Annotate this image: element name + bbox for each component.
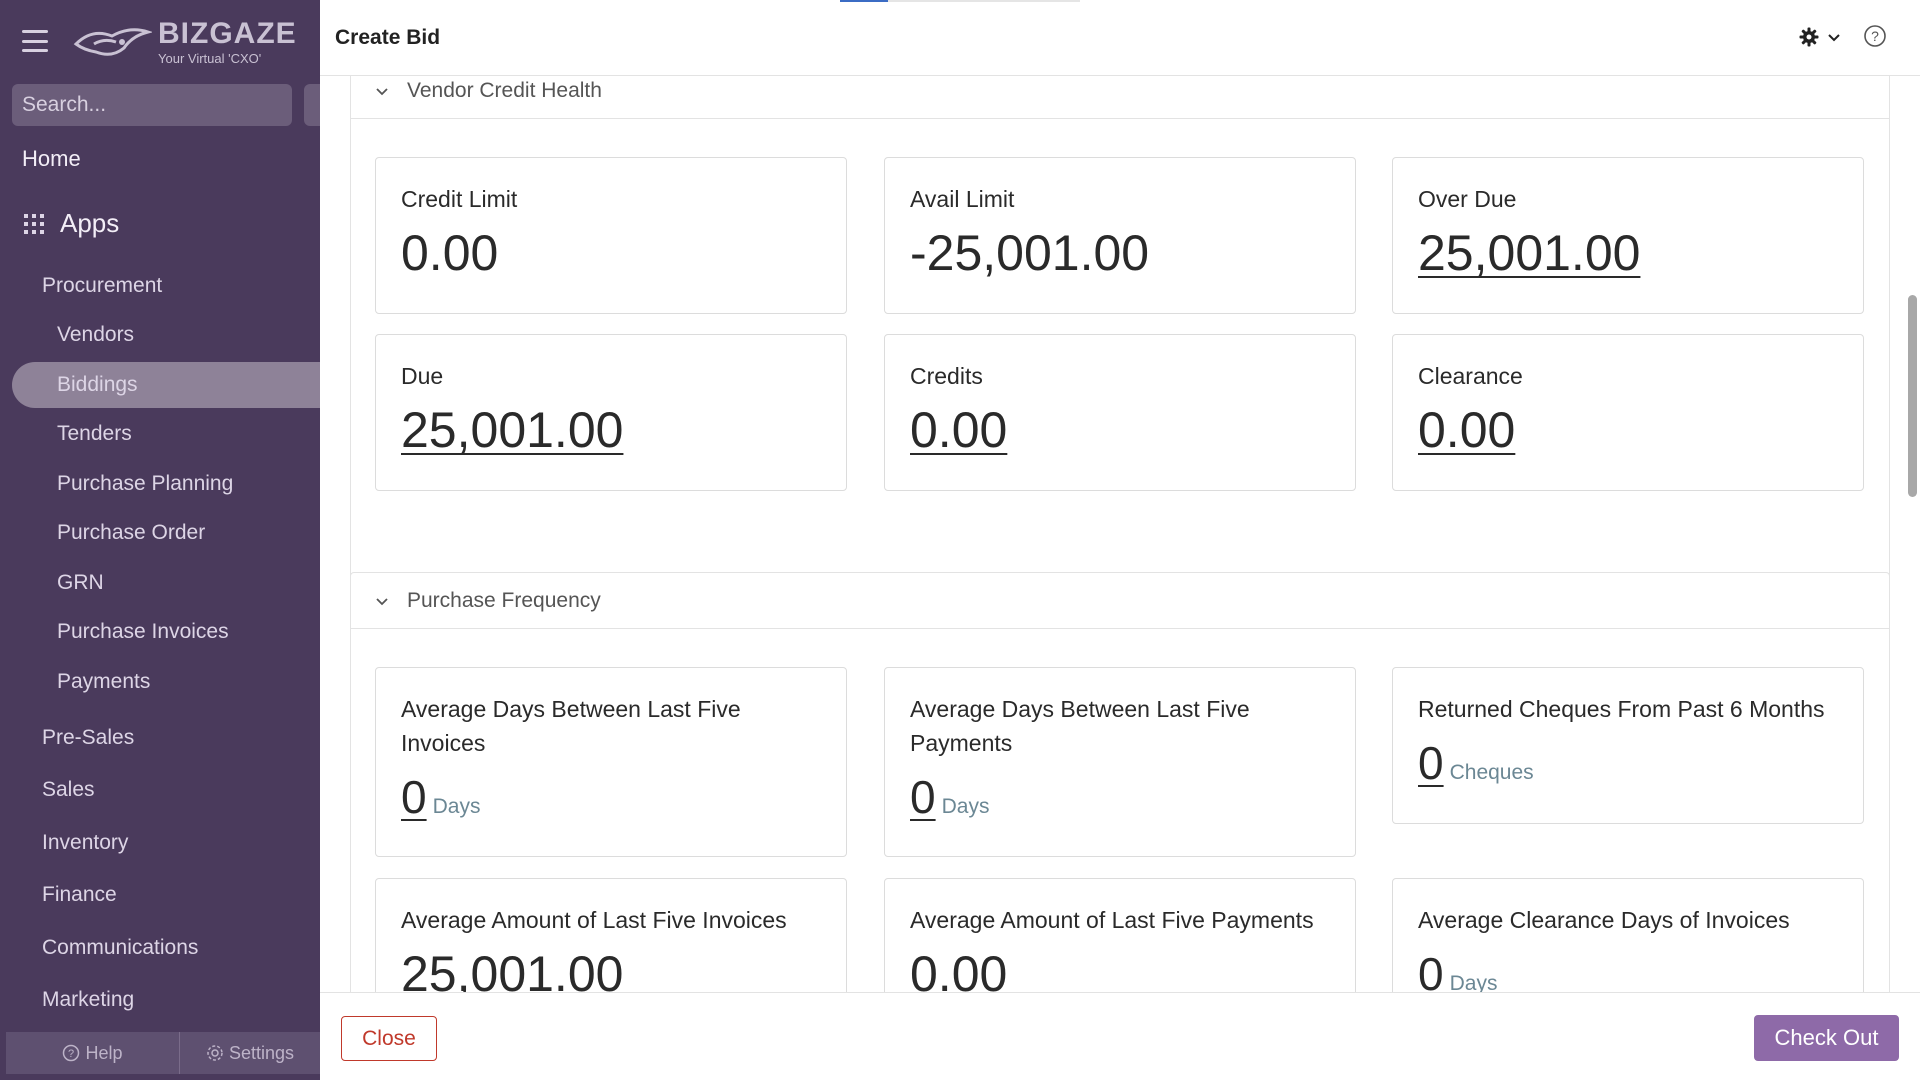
card-label: Over Due — [1418, 186, 1517, 212]
sidebar-group-finance[interactable]: Finance — [42, 883, 117, 906]
page-title: Create Bid — [335, 26, 441, 49]
help-label: Help — [85, 1042, 123, 1063]
sidebar-item-biddings[interactable]: Biddings — [57, 373, 138, 396]
gear-icon — [207, 1045, 223, 1061]
avg-amount-payments-card: Average Amount of Last Five Payments 0.0… — [884, 878, 1356, 992]
sidebar-search — [12, 84, 293, 126]
chevron-down-icon — [1828, 34, 1840, 42]
sidebar-bottom-bar: ? Help Settings — [6, 1032, 320, 1074]
bizgaze-logo[interactable]: BIZGAZE Your Virtual 'CXO' — [72, 16, 296, 68]
sidebar-item-purchase-invoices[interactable]: Purchase Invoices — [57, 620, 229, 643]
over-due-value-link[interactable]: 25,001.00 — [1418, 225, 1641, 281]
settings-label: Settings — [228, 1042, 295, 1063]
sidebar-group-procurement[interactable]: Procurement — [42, 274, 163, 297]
card-value-link[interactable]: 0.00 — [910, 946, 1008, 992]
credits-value-link[interactable]: 0.00 — [910, 402, 1008, 458]
form-footer: Close Check Out — [320, 992, 1920, 1080]
clearance-card: Clearance 0.00 — [1392, 334, 1864, 491]
form-scroll-area[interactable]: Vendor Credit Health Credit Limit 0.00 A… — [320, 76, 1920, 992]
main-panel: Create Bid — [320, 0, 1920, 1080]
card-unit: Days — [1449, 972, 1498, 992]
card-label: Returned Cheques From Past 6 Months — [1418, 696, 1825, 722]
sidebar-item-vendors[interactable]: Vendors — [57, 323, 135, 346]
purchase-frequency-section: Purchase Frequency Average Days Between … — [350, 572, 1890, 992]
sidebar-item-purchase-order[interactable]: Purchase Order — [57, 521, 206, 544]
hamburger-menu-icon[interactable] — [22, 30, 48, 52]
apps-grid-icon — [24, 213, 44, 234]
card-label: Average Amount of Last Five Invoices — [401, 907, 787, 933]
settings-dropdown-button[interactable] — [1798, 26, 1842, 48]
active-item-highlight — [12, 362, 322, 408]
purchase-frequency-header[interactable]: Purchase Frequency — [351, 573, 1889, 629]
credits-card: Credits 0.00 — [884, 334, 1356, 491]
section-title: Vendor Credit Health — [407, 78, 602, 102]
sidebar-group-sales[interactable]: Sales — [42, 778, 95, 801]
card-label: Average Clearance Days of Invoices — [1418, 907, 1790, 933]
chevron-down-icon — [375, 594, 389, 608]
card-value: 0.00 — [401, 225, 499, 281]
card-label: Credits — [910, 363, 983, 389]
card-label: Credit Limit — [401, 186, 518, 212]
sidebar: BIZGAZE Your Virtual 'CXO' Home Apps Pro… — [0, 0, 322, 1080]
card-unit: Days — [941, 795, 990, 818]
search-input[interactable] — [22, 93, 293, 117]
card-unit: Days — [432, 795, 481, 818]
due-value-link[interactable]: 25,001.00 — [401, 402, 624, 458]
avg-clearance-days-card: Average Clearance Days of Invoices 0 Days — [1392, 878, 1864, 992]
chevron-down-icon — [375, 84, 389, 98]
sidebar-item-grn[interactable]: GRN — [57, 571, 104, 594]
avg-days-payments-card: Average Days Between Last Five Payments … — [884, 667, 1356, 857]
card-label: Due — [401, 363, 444, 389]
due-card: Due 25,001.00 — [375, 334, 847, 491]
logo-mark-icon — [73, 28, 152, 56]
sidebar-item-purchase-planning[interactable]: Purchase Planning — [57, 472, 234, 495]
sidebar-item-apps[interactable]: Apps — [24, 208, 119, 239]
card-label: Average Days Between Last Five Invoices — [401, 696, 741, 756]
tab-indicator — [840, 0, 1080, 2]
scrollbar-thumb[interactable] — [1908, 295, 1917, 497]
credit-limit-card: Credit Limit 0.00 — [375, 157, 847, 314]
vendor-credit-health-section: Vendor Credit Health Credit Limit 0.00 A… — [350, 76, 1890, 626]
card-value-link[interactable]: 25,001.00 — [401, 946, 624, 992]
sidebar-group-communications[interactable]: Communications — [42, 936, 199, 959]
help-button[interactable]: ? Help — [6, 1032, 180, 1074]
over-due-card: Over Due 25,001.00 — [1392, 157, 1864, 314]
settings-button[interactable]: Settings — [180, 1032, 320, 1074]
card-label: Average Amount of Last Five Payments — [910, 907, 1314, 933]
logo-tagline: Your Virtual 'CXO' — [158, 50, 262, 66]
sidebar-group-pre-sales[interactable]: Pre-Sales — [42, 726, 135, 749]
sidebar-item-home[interactable]: Home — [22, 146, 81, 171]
card-value-link[interactable]: 0 — [910, 771, 936, 823]
svg-text:?: ? — [68, 1048, 74, 1060]
clearance-value-link[interactable]: 0.00 — [1418, 402, 1516, 458]
card-value-link[interactable]: 0 — [1418, 737, 1444, 789]
close-button[interactable]: Close — [341, 1016, 437, 1061]
section-title: Purchase Frequency — [407, 588, 601, 612]
search-extra-button[interactable] — [304, 84, 320, 126]
card-label: Average Days Between Last Five Payments — [910, 696, 1250, 756]
gear-icon — [1799, 27, 1819, 47]
sidebar-item-payments[interactable]: Payments — [57, 670, 151, 693]
card-value-link[interactable]: 0 — [1418, 948, 1444, 992]
check-out-button[interactable]: Check Out — [1754, 1015, 1899, 1061]
card-label: Clearance — [1418, 363, 1523, 389]
help-icon[interactable]: ? — [1863, 24, 1887, 53]
svg-text:?: ? — [1871, 28, 1879, 44]
sidebar-group-inventory[interactable]: Inventory — [42, 831, 129, 854]
card-value-link[interactable]: 0 — [401, 771, 427, 823]
apps-label: Apps — [60, 208, 120, 238]
help-circle-icon: ? — [63, 1044, 80, 1062]
sidebar-item-tenders[interactable]: Tenders — [57, 422, 132, 445]
vendor-credit-health-header[interactable]: Vendor Credit Health — [351, 76, 1889, 119]
returned-cheques-card: Returned Cheques From Past 6 Months 0 Che… — [1392, 667, 1864, 824]
sidebar-group-marketing[interactable]: Marketing — [42, 988, 135, 1011]
page-header: Create Bid — [320, 0, 1920, 76]
card-label: Avail Limit — [910, 186, 1015, 212]
avg-days-invoices-card: Average Days Between Last Five Invoices … — [375, 667, 847, 857]
avg-amount-invoices-card: Average Amount of Last Five Invoices 25,… — [375, 878, 847, 992]
card-value: -25,001.00 — [910, 225, 1150, 281]
card-unit: Cheques — [1449, 761, 1534, 784]
logo-brand: BIZGAZE — [158, 16, 297, 50]
avail-limit-card: Avail Limit -25,001.00 — [884, 157, 1356, 314]
